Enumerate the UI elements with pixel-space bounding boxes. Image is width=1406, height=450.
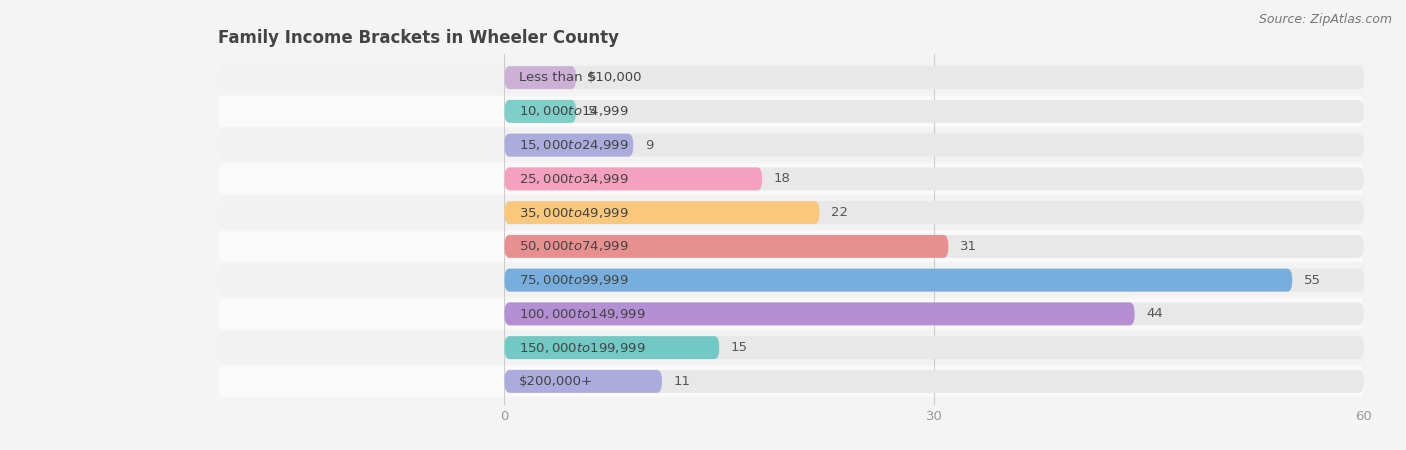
FancyBboxPatch shape <box>505 269 1292 292</box>
FancyBboxPatch shape <box>505 302 1135 325</box>
FancyBboxPatch shape <box>505 134 1364 157</box>
FancyBboxPatch shape <box>505 235 1364 258</box>
Text: Source: ZipAtlas.com: Source: ZipAtlas.com <box>1258 14 1392 27</box>
Text: $150,000 to $199,999: $150,000 to $199,999 <box>519 341 645 355</box>
Text: $15,000 to $24,999: $15,000 to $24,999 <box>519 138 628 152</box>
Text: 15: 15 <box>731 341 748 354</box>
FancyBboxPatch shape <box>505 167 1364 190</box>
FancyBboxPatch shape <box>218 231 1364 262</box>
FancyBboxPatch shape <box>218 62 1364 93</box>
Text: 11: 11 <box>673 375 690 388</box>
FancyBboxPatch shape <box>505 100 1364 123</box>
FancyBboxPatch shape <box>505 66 1364 89</box>
Text: 5: 5 <box>588 105 596 118</box>
FancyBboxPatch shape <box>505 100 576 123</box>
Text: $50,000 to $74,999: $50,000 to $74,999 <box>519 239 628 253</box>
FancyBboxPatch shape <box>218 298 1364 329</box>
Text: 5: 5 <box>588 71 596 84</box>
Text: 55: 55 <box>1303 274 1320 287</box>
FancyBboxPatch shape <box>218 96 1364 127</box>
Text: Less than $10,000: Less than $10,000 <box>519 71 641 84</box>
Text: $10,000 to $14,999: $10,000 to $14,999 <box>519 104 628 118</box>
FancyBboxPatch shape <box>505 302 1364 325</box>
Text: 18: 18 <box>773 172 790 185</box>
FancyBboxPatch shape <box>505 269 1364 292</box>
Text: $75,000 to $99,999: $75,000 to $99,999 <box>519 273 628 287</box>
FancyBboxPatch shape <box>218 197 1364 228</box>
FancyBboxPatch shape <box>218 163 1364 194</box>
Text: $200,000+: $200,000+ <box>519 375 593 388</box>
Text: Family Income Brackets in Wheeler County: Family Income Brackets in Wheeler County <box>218 29 619 47</box>
FancyBboxPatch shape <box>505 66 576 89</box>
FancyBboxPatch shape <box>505 336 1364 359</box>
FancyBboxPatch shape <box>505 201 1364 224</box>
FancyBboxPatch shape <box>505 336 720 359</box>
FancyBboxPatch shape <box>505 235 949 258</box>
FancyBboxPatch shape <box>218 130 1364 161</box>
FancyBboxPatch shape <box>505 370 662 393</box>
FancyBboxPatch shape <box>505 167 762 190</box>
Text: $25,000 to $34,999: $25,000 to $34,999 <box>519 172 628 186</box>
Text: 9: 9 <box>645 139 654 152</box>
Text: 44: 44 <box>1146 307 1163 320</box>
Text: $35,000 to $49,999: $35,000 to $49,999 <box>519 206 628 220</box>
FancyBboxPatch shape <box>505 370 1364 393</box>
FancyBboxPatch shape <box>218 265 1364 296</box>
Text: 22: 22 <box>831 206 848 219</box>
FancyBboxPatch shape <box>505 201 820 224</box>
FancyBboxPatch shape <box>218 332 1364 363</box>
Text: $100,000 to $149,999: $100,000 to $149,999 <box>519 307 645 321</box>
Text: 31: 31 <box>960 240 977 253</box>
FancyBboxPatch shape <box>505 134 633 157</box>
FancyBboxPatch shape <box>218 366 1364 397</box>
